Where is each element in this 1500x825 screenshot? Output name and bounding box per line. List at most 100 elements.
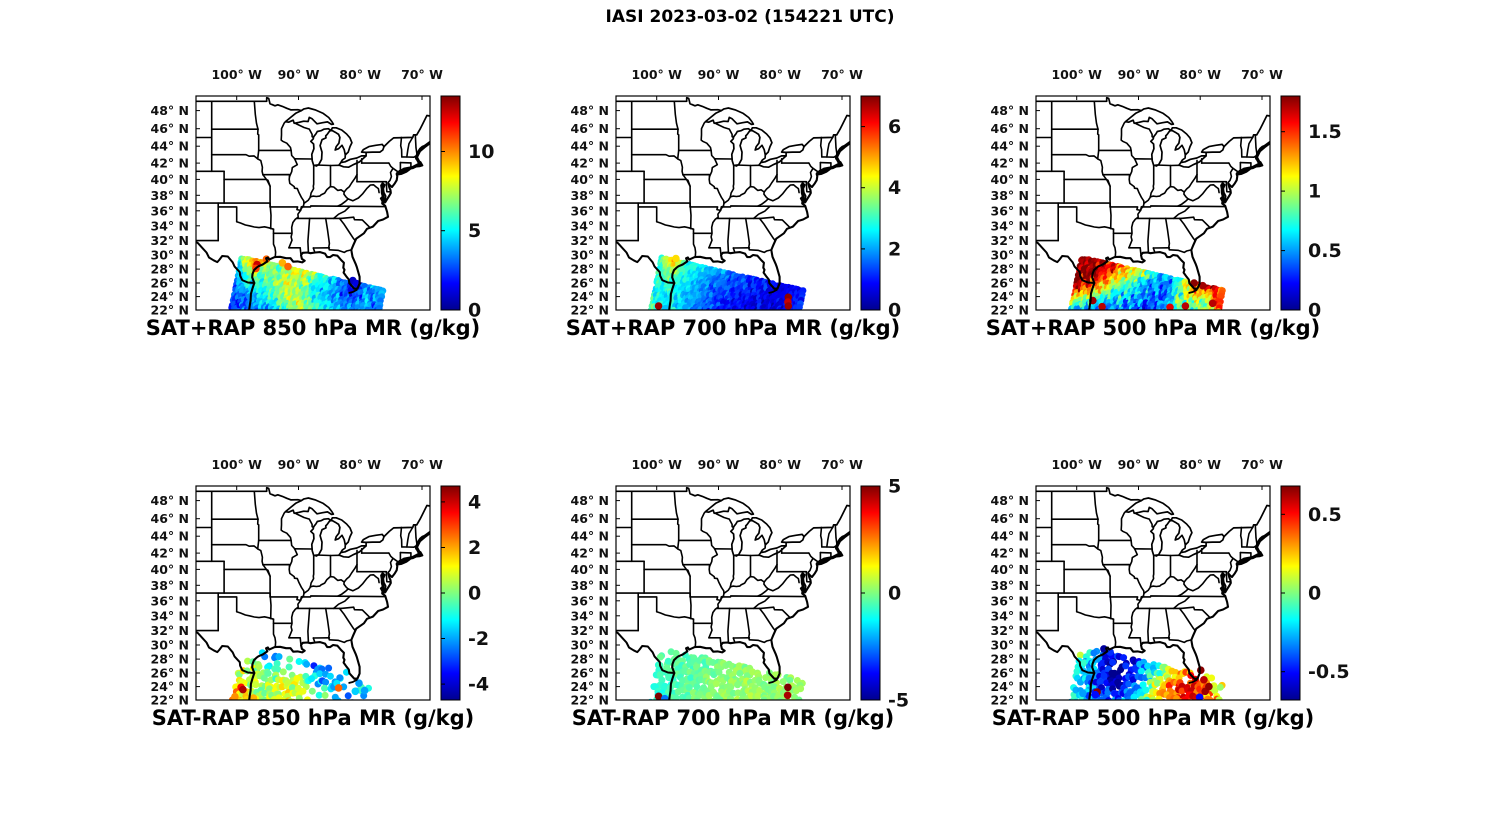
lat-tick-label: 26° N: [571, 276, 609, 291]
lat-tick-label: 24° N: [991, 289, 1029, 304]
lat-tick-label: 36° N: [571, 203, 609, 218]
colorbar-frame: [440, 95, 461, 311]
lat-tick-label: 42° N: [571, 156, 609, 171]
colorbar: [861, 96, 880, 310]
colorbar-tick-label: 1: [1308, 181, 1321, 203]
lat-tick-label: 24° N: [571, 289, 609, 304]
lat-tick-label: 40° N: [151, 562, 189, 577]
lat-tick-label: 26° N: [991, 276, 1029, 291]
panel-sat-minus-rap-850: 100° W 90° W 80° W 70° W 48° N 46° N 44° N 42° …: [151, 457, 490, 730]
colorbar-tick-label: -0.5: [1308, 661, 1350, 683]
lat-tick-label: 34° N: [571, 608, 609, 623]
lon-tick-label: 80° W: [339, 457, 381, 472]
lat-tick-label: 28° N: [991, 652, 1029, 667]
lat-tick-label: 44° N: [151, 529, 189, 544]
colorbar-tick-label: 0.5: [1308, 504, 1342, 526]
lat-tick-label: 34° N: [571, 218, 609, 233]
lat-tick-label: 28° N: [571, 652, 609, 667]
lat-tick-label: 48° N: [571, 103, 609, 118]
lat-tick-label: 36° N: [991, 203, 1029, 218]
panel-title: SAT-RAP 500 hPa MR (g/kg): [992, 706, 1315, 730]
lat-tick-label: 32° N: [151, 233, 189, 248]
lat-tick-label: 48° N: [991, 103, 1029, 118]
panel-title: SAT+RAP 700 hPa MR (g/kg): [566, 316, 900, 340]
lon-tick-label: 90° W: [278, 457, 320, 472]
colorbar-tick-label: 0: [888, 300, 901, 322]
lat-tick-label: 32° N: [991, 233, 1029, 248]
lat-tick-label: 26° N: [151, 666, 189, 681]
figure-title: IASI 2023-03-02 (154221 UTC): [605, 7, 895, 27]
lat-tick-label: 46° N: [991, 121, 1029, 136]
lat-tick-label: 44° N: [991, 139, 1029, 154]
lat-tick-label: 30° N: [571, 638, 609, 653]
lon-tick-label: 70° W: [821, 457, 863, 472]
colorbar-frame: [860, 95, 881, 311]
colorbar-tick-label: 0: [1308, 300, 1321, 322]
map-frame: [615, 485, 851, 701]
scatter-swath: [228, 255, 387, 310]
lat-tick-label: 30° N: [991, 248, 1029, 263]
map-frame: [195, 95, 431, 311]
lat-tick-label: 22° N: [991, 303, 1029, 318]
map-frame: [1035, 485, 1271, 701]
lat-tick-label: 24° N: [151, 289, 189, 304]
panel-title: SAT-RAP 850 hPa MR (g/kg): [152, 706, 475, 730]
panel-sat-minus-rap-700: 100° W 90° W 80° W 70° W 48° N 46° N 44° N 42° …: [571, 457, 910, 730]
lon-tick-label: 70° W: [821, 67, 863, 82]
lat-tick-label: 38° N: [571, 578, 609, 593]
lat-tick-label: 38° N: [571, 188, 609, 203]
map-frame: [1035, 95, 1271, 311]
lat-tick-label: 40° N: [571, 172, 609, 187]
lat-tick-label: 30° N: [151, 638, 189, 653]
lon-tick-label: 70° W: [1241, 67, 1283, 82]
lon-tick-label: 80° W: [759, 67, 801, 82]
colorbar-tick-label: 0: [468, 300, 481, 322]
lat-tick-label: 28° N: [571, 262, 609, 277]
map-frame: [615, 95, 851, 311]
lon-tick-label: 100° W: [1051, 67, 1102, 82]
colorbar: [861, 486, 880, 700]
lat-tick-label: 48° N: [991, 493, 1029, 508]
colorbar: [441, 96, 460, 310]
panel-title: SAT+RAP 850 hPa MR (g/kg): [146, 316, 480, 340]
lat-tick-label: 46° N: [571, 511, 609, 526]
panel-sat-plus-rap-850: 100° W 90° W 80° W 70° W 48° N 46° N 44° N 42° …: [146, 67, 495, 340]
lat-tick-label: 38° N: [991, 578, 1029, 593]
lon-tick-label: 90° W: [1118, 67, 1160, 82]
colorbar-tick-label: -2: [468, 628, 489, 650]
lat-tick-label: 32° N: [991, 623, 1029, 638]
lat-tick-label: 32° N: [571, 623, 609, 638]
lat-tick-label: 44° N: [991, 529, 1029, 544]
lat-tick-label: 46° N: [151, 511, 189, 526]
lat-tick-label: 32° N: [571, 233, 609, 248]
lat-tick-label: 48° N: [571, 493, 609, 508]
lat-tick-label: 38° N: [151, 188, 189, 203]
lon-tick-label: 100° W: [211, 67, 262, 82]
colorbar-tick-label: 2: [888, 238, 901, 260]
panel-sat-minus-rap-500: 100° W 90° W 80° W 70° W 48° N 46° N 44° N 42° …: [991, 457, 1350, 730]
lat-tick-label: 22° N: [571, 303, 609, 318]
scatter-swath: [228, 649, 372, 700]
lat-tick-label: 42° N: [151, 156, 189, 171]
lon-tick-label: 90° W: [1118, 457, 1160, 472]
lat-tick-label: 22° N: [991, 693, 1029, 708]
colorbar-tick-label: 4: [888, 177, 901, 199]
lat-tick-label: 36° N: [571, 593, 609, 608]
colorbar: [1281, 486, 1300, 700]
scatter-swath: [647, 648, 806, 700]
lat-tick-label: 36° N: [991, 593, 1029, 608]
lat-tick-label: 46° N: [151, 121, 189, 136]
lat-tick-label: 48° N: [151, 493, 189, 508]
lon-tick-label: 80° W: [759, 457, 801, 472]
colorbar: [441, 486, 460, 700]
colorbar-tick-label: 0: [1308, 583, 1321, 605]
scatter-swath: [647, 254, 807, 310]
lon-tick-label: 100° W: [631, 67, 682, 82]
lat-tick-label: 22° N: [151, 693, 189, 708]
lon-tick-label: 100° W: [211, 457, 262, 472]
lat-tick-label: 30° N: [991, 638, 1029, 653]
lon-tick-label: 70° W: [401, 67, 443, 82]
lat-tick-label: 40° N: [991, 562, 1029, 577]
lat-tick-label: 34° N: [151, 218, 189, 233]
